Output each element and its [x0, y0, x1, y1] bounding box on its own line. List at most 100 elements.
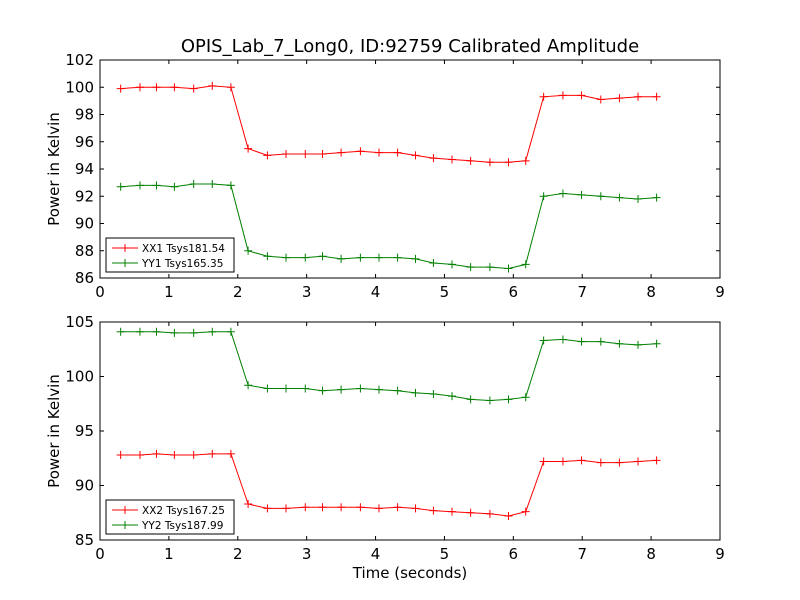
y-tick-label: 100 — [65, 368, 94, 386]
data-point — [244, 381, 253, 390]
data-point — [504, 158, 513, 167]
data-point — [337, 148, 346, 157]
x-tick-label: 8 — [646, 283, 656, 301]
data-point — [558, 457, 567, 466]
x-tick-label: 5 — [440, 283, 450, 301]
data-point — [634, 92, 643, 101]
y-axis-label: Power in Kelvin — [45, 112, 63, 226]
data-point — [263, 504, 272, 513]
data-point — [577, 91, 586, 100]
data-point — [448, 507, 457, 516]
data-point — [466, 395, 475, 404]
data-point — [411, 388, 420, 397]
data-point — [189, 84, 198, 93]
bottom-subplot: 0 1 2 3 4 5 6 7 8 9 85 90 95 100 105 Power in Kelvin XX2… — [45, 313, 725, 563]
data-point — [596, 458, 605, 467]
data-point — [596, 192, 605, 201]
data-point — [466, 263, 475, 272]
y-tick-label: 88 — [75, 242, 94, 260]
data-point — [539, 336, 548, 345]
data-point — [393, 148, 402, 157]
data-point — [652, 92, 661, 101]
data-point — [301, 150, 310, 159]
legend-label: XX2 Tsys167.25 — [142, 505, 225, 517]
data-point — [226, 449, 235, 458]
y-tick-label: 102 — [65, 51, 94, 69]
data-point — [244, 500, 253, 509]
y-tick-label: 96 — [75, 133, 94, 151]
data-point — [448, 155, 457, 164]
data-point — [504, 264, 513, 273]
data-point — [116, 327, 125, 336]
data-point — [652, 193, 661, 202]
data-point — [208, 449, 217, 458]
data-point — [282, 384, 290, 393]
data-point — [282, 150, 290, 159]
y-tick-label: 105 — [65, 313, 94, 331]
data-point — [521, 393, 530, 402]
data-point — [539, 92, 548, 101]
data-point — [429, 389, 438, 398]
data-point — [375, 148, 383, 157]
data-point — [208, 327, 217, 336]
data-point — [558, 189, 567, 198]
data-point — [152, 449, 161, 458]
data-point — [558, 335, 567, 344]
x-tick-label: 5 — [440, 545, 450, 563]
legend-label: YY2 Tsys187.99 — [141, 520, 223, 532]
x-tick-label: 0 — [95, 283, 105, 301]
data-point — [135, 327, 144, 336]
data-point — [596, 337, 605, 346]
x-tick-label: 4 — [371, 283, 381, 301]
data-point — [577, 337, 586, 346]
data-point — [504, 395, 513, 404]
data-point — [152, 327, 161, 336]
data-point — [116, 182, 125, 191]
data-point — [170, 182, 179, 191]
x-tick-label: 7 — [577, 545, 587, 563]
x-tick-label: 2 — [233, 545, 243, 563]
x-tick-label: 9 — [715, 283, 725, 301]
data-point — [189, 179, 198, 188]
data-point — [116, 84, 125, 93]
data-point — [634, 340, 643, 349]
data-point — [521, 507, 530, 516]
data-point — [429, 154, 438, 163]
data-point — [135, 83, 144, 92]
x-axis-label: Time (seconds) — [352, 564, 468, 582]
x-tick-label: 6 — [509, 283, 519, 301]
legend-marker — [121, 521, 129, 529]
y-tick-label: 90 — [75, 215, 94, 233]
data-point — [615, 94, 624, 103]
data-point — [521, 260, 530, 269]
data-point — [226, 181, 235, 190]
data-point — [466, 156, 475, 165]
data-point — [634, 194, 643, 203]
data-point — [485, 396, 494, 405]
data-point — [375, 253, 383, 262]
data-point — [189, 328, 198, 337]
legend-box — [105, 499, 235, 535]
data-point — [448, 392, 457, 401]
data-point — [539, 457, 548, 466]
data-point — [318, 386, 327, 395]
x-tick-label: 8 — [646, 545, 656, 563]
data-point — [521, 156, 530, 165]
data-point — [466, 508, 475, 517]
y-tick-label: 85 — [75, 531, 94, 549]
y-tick-label: 95 — [75, 422, 94, 440]
data-point — [393, 503, 402, 512]
legend-box — [105, 237, 235, 273]
data-point — [577, 190, 586, 199]
x-tick-label: 1 — [164, 545, 174, 563]
data-point — [301, 384, 310, 393]
data-point — [411, 254, 420, 263]
data-point — [318, 503, 327, 512]
x-tick-label: 7 — [577, 283, 587, 301]
data-point — [263, 384, 272, 393]
data-point — [189, 450, 198, 459]
data-point — [356, 503, 365, 512]
x-tick-label: 9 — [715, 545, 725, 563]
y-axis-label: Power in Kelvin — [45, 374, 63, 488]
data-point — [208, 179, 217, 188]
